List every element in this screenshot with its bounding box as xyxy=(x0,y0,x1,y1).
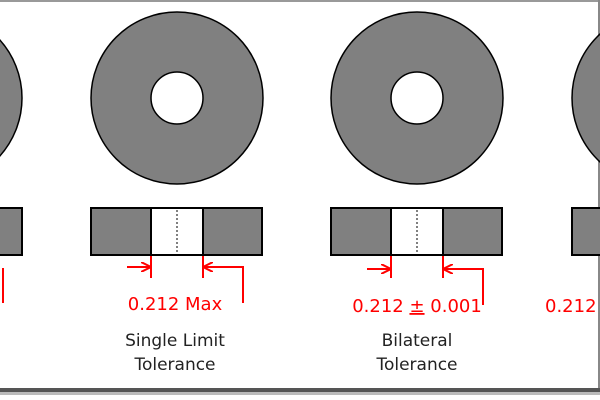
tolerance-label-line1: Single Limit xyxy=(125,331,225,351)
washer-panel-1 xyxy=(0,39,23,303)
tolerance-label-line1: Bilateral xyxy=(382,331,453,351)
washer-side-view xyxy=(571,207,600,256)
bottom-shadow xyxy=(0,388,600,392)
washer-panel-bilateral: 0.212 ± 0.001 Bilateral Tolerance xyxy=(330,11,504,375)
dimension-text: 0.212 ± 0.001 xyxy=(352,296,482,317)
washer-hole xyxy=(150,71,204,125)
washer-top-view xyxy=(571,33,600,163)
dimension-arrow-right xyxy=(204,267,244,303)
dimension-arrow-right xyxy=(444,269,484,305)
dimension-text: 0.212 – xyxy=(545,296,600,317)
washer-top-view xyxy=(0,39,23,157)
washer-hole xyxy=(390,71,444,125)
washer-panel-single-limit: 0.212 Max Single Limit Tolerance xyxy=(90,11,264,375)
washer-side-view xyxy=(0,207,23,256)
tolerance-label-line2: Tolerance xyxy=(133,355,215,375)
dimension-text: 0.212 Max xyxy=(128,294,223,315)
tolerance-label-line2: Tolerance xyxy=(375,355,457,375)
washer-panel-4: 0.212 – xyxy=(545,33,600,317)
